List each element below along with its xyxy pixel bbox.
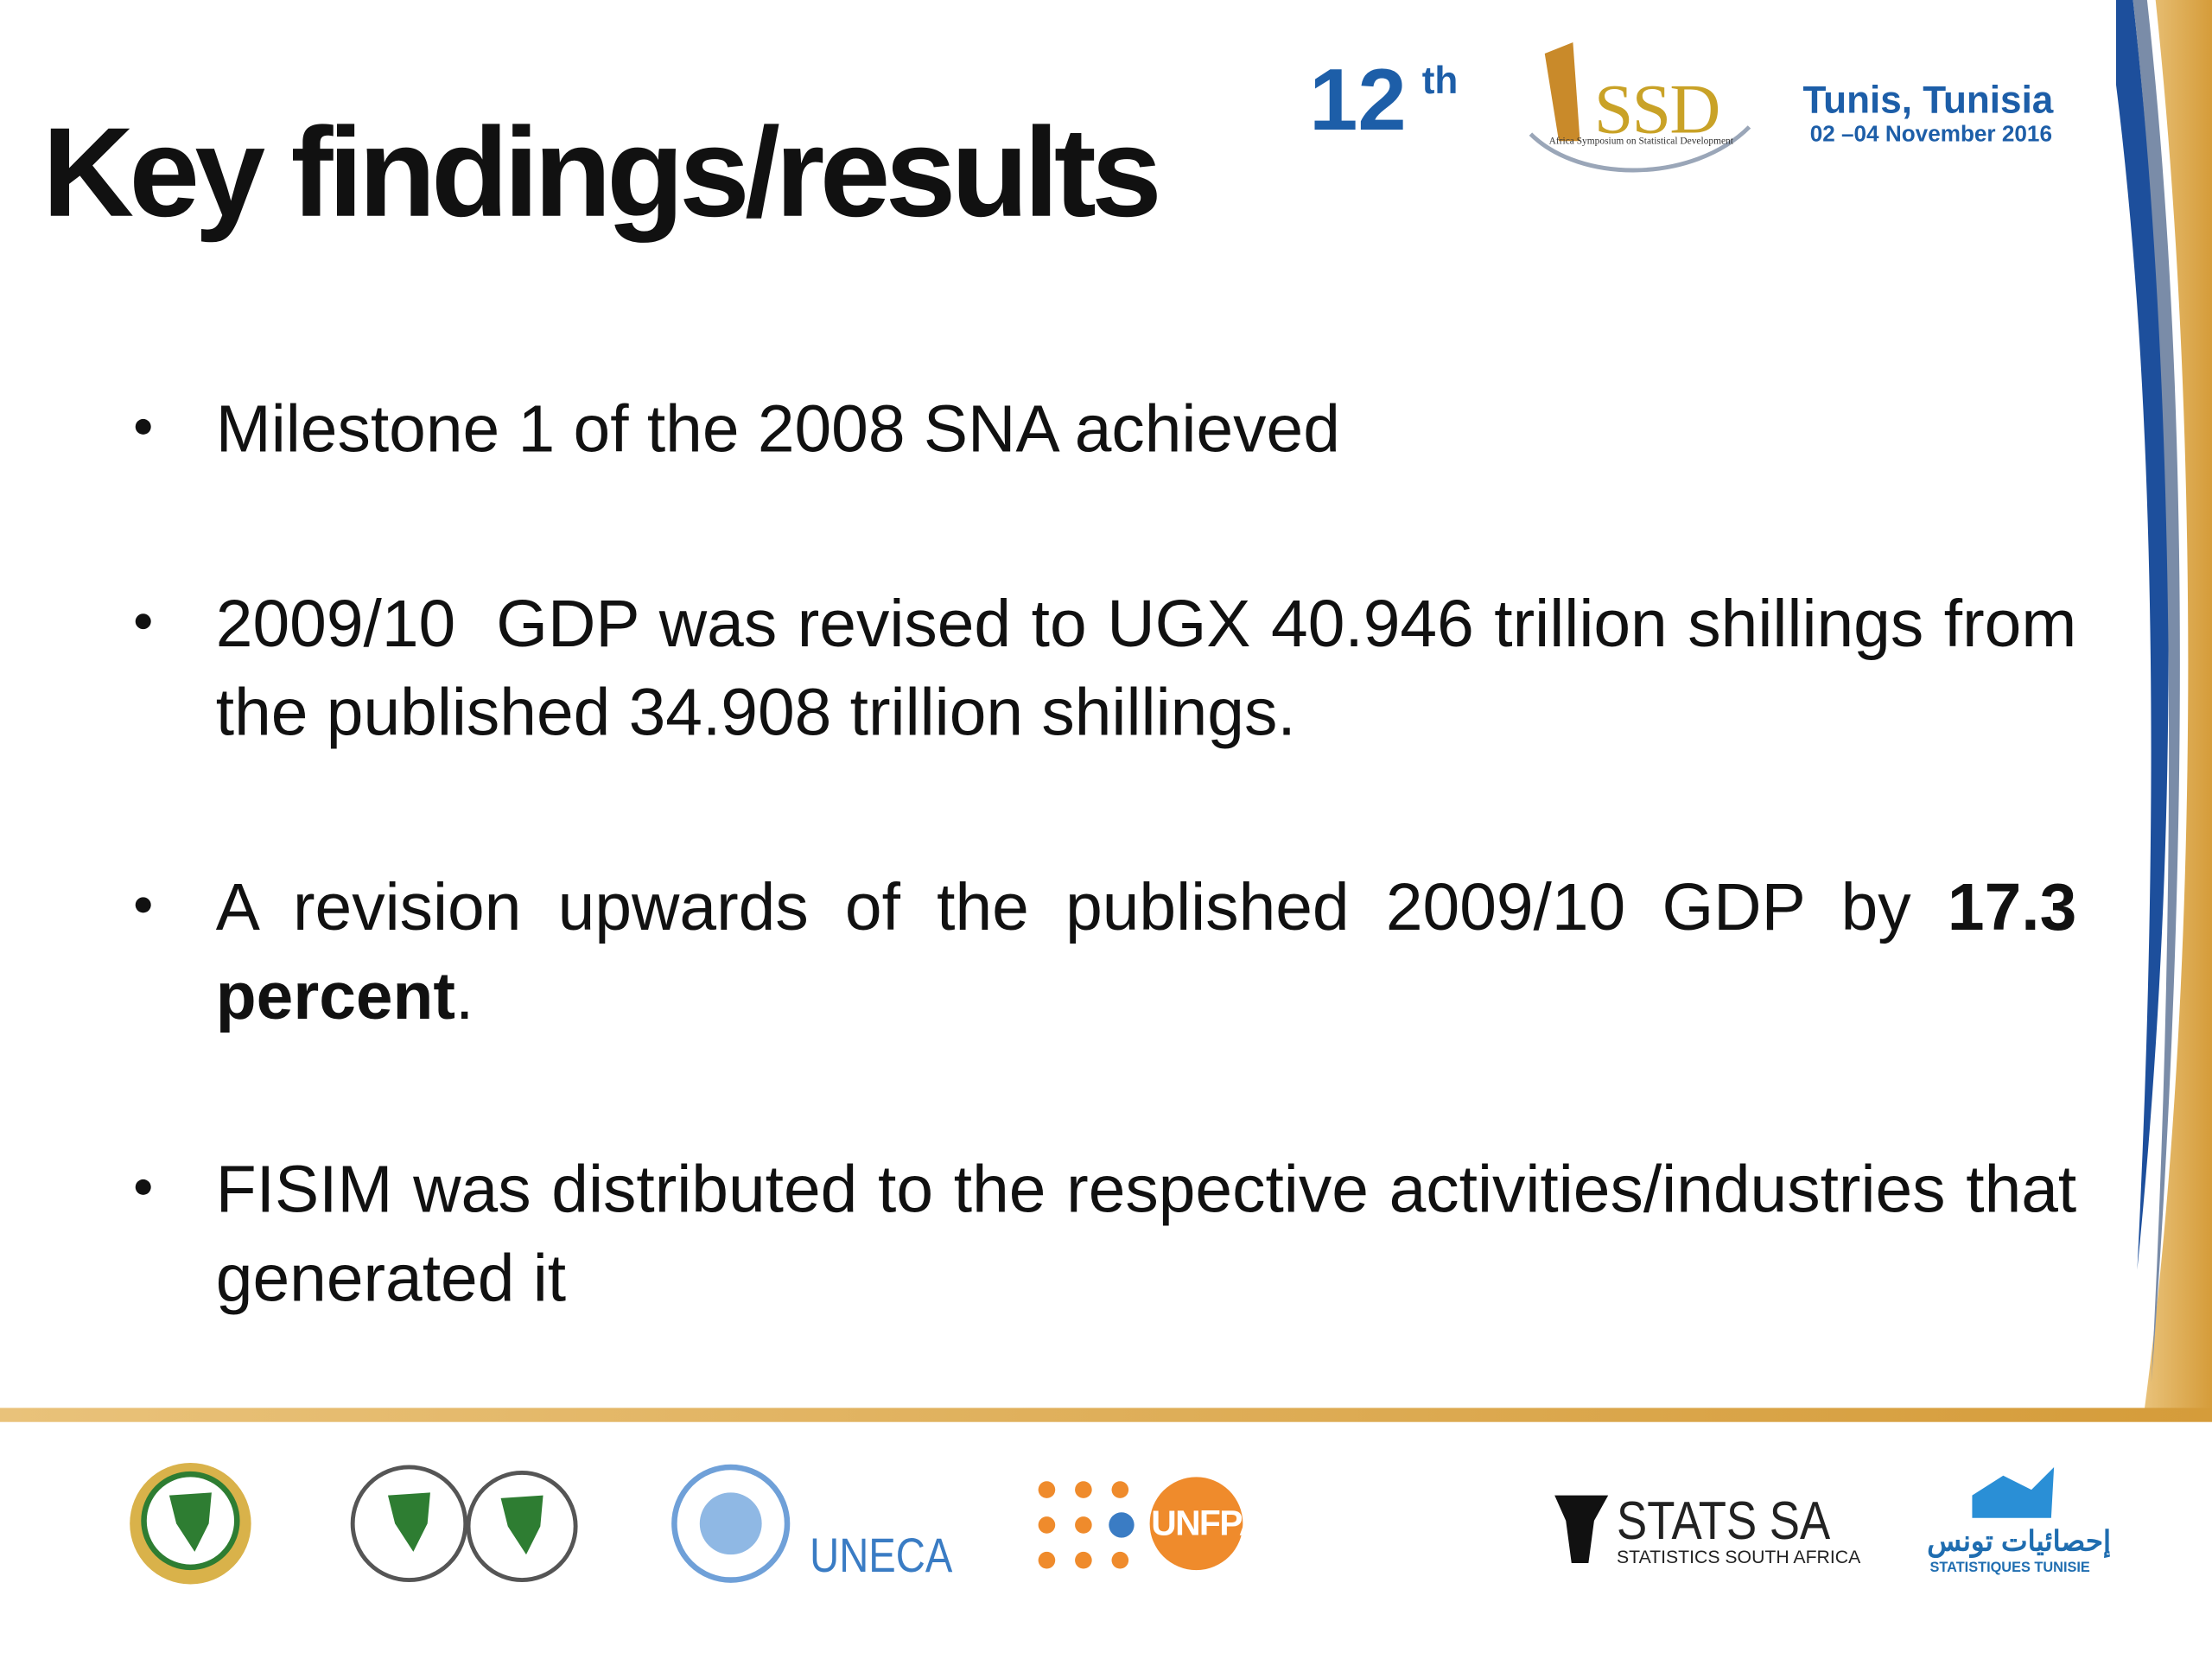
un-globe xyxy=(699,1492,762,1555)
dates: 02 –04 November 2016 xyxy=(1809,123,2052,147)
tunisia-arabic: إحصائيات تونس xyxy=(1927,1526,2112,1558)
gold-swoosh xyxy=(2144,0,2212,1411)
bullet-text: Milestone 1 of the 2008 SNA achieved xyxy=(215,391,1340,466)
stats-sa-icon xyxy=(1554,1495,1609,1563)
africa-shape xyxy=(168,1492,212,1552)
logo-name: SSD xyxy=(1593,68,1720,149)
logo-curve xyxy=(1529,125,1751,173)
grey-swoosh xyxy=(2133,0,2180,1382)
drum-icon xyxy=(1544,41,1580,142)
bullet-dot xyxy=(135,418,151,435)
bullet-dot xyxy=(135,897,151,913)
footer-rule xyxy=(0,1408,2212,1422)
blue-swoosh xyxy=(2115,0,2169,1270)
edition-number: 12 xyxy=(1309,52,1407,150)
bullet-text: A revision upwards of the published 2009… xyxy=(216,862,2076,1040)
bullet-dot xyxy=(135,1179,151,1195)
bullet-text: FISIM was distributed to the respective … xyxy=(215,1151,2077,1315)
bullet-emphasis: 17.3 percent xyxy=(215,868,2077,1033)
tunisia-icon xyxy=(1972,1466,2055,1518)
africa-shape xyxy=(500,1495,543,1555)
africa-shape xyxy=(387,1492,430,1552)
unfpa-globe xyxy=(1109,1512,1135,1538)
bullet-text-part: A revision upwards of the published 2009… xyxy=(215,868,1948,944)
stats-sa-label: STATS SA xyxy=(1617,1492,1831,1552)
bullet-dot xyxy=(135,613,151,630)
slide-title: Key findings/results xyxy=(41,103,1162,245)
tunisia-caption: STATISTIQUES TUNISIE xyxy=(1929,1560,2090,1576)
unfpa-dots xyxy=(1038,1481,1129,1569)
unfpa-label: UNFPA xyxy=(1151,1503,1264,1544)
unfpa-circle xyxy=(1149,1477,1243,1571)
uneca-label: UNECA xyxy=(810,1529,953,1583)
edition-suffix: th xyxy=(1421,59,1459,102)
bullet-text: 2009/10 GDP was revised to UGX 40.946 tr… xyxy=(215,585,2095,749)
stats-sa-caption: STATISTICS SOUTH AFRICA xyxy=(1617,1546,1861,1567)
bullet-text-part: . xyxy=(454,957,474,1033)
logo-caption: Africa Symposium on Statistical Developm… xyxy=(1548,135,1733,147)
city: Tunis, Tunisia xyxy=(1802,79,2054,122)
